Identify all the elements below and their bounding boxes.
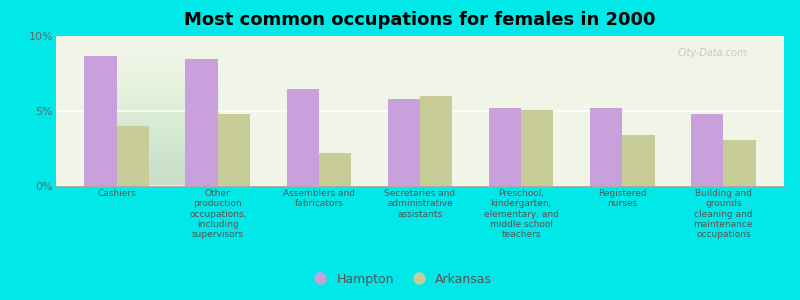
- Bar: [286, 88, 319, 186]
- Bar: [489, 108, 521, 186]
- Bar: [218, 114, 250, 186]
- Bar: [117, 126, 149, 186]
- Bar: [84, 56, 117, 186]
- Bar: [521, 110, 554, 186]
- Bar: [420, 96, 452, 186]
- Bar: [723, 140, 756, 186]
- Title: Most common occupations for females in 2000: Most common occupations for females in 2…: [184, 11, 656, 29]
- Bar: [691, 114, 723, 186]
- Bar: [388, 99, 420, 186]
- Bar: [319, 153, 351, 186]
- Bar: [186, 58, 218, 186]
- Bar: [590, 108, 622, 186]
- Legend: Hampton, Arkansas: Hampton, Arkansas: [302, 268, 498, 291]
- Bar: [622, 135, 654, 186]
- Text: City-Data.com: City-Data.com: [678, 48, 747, 58]
